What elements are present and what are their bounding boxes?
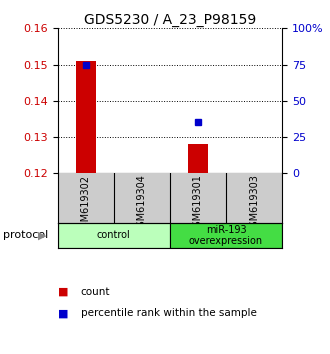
Bar [58,223,170,248]
Bar [76,61,96,173]
Text: control: control [97,230,131,240]
Text: GSM619303: GSM619303 [249,175,259,234]
Bar [170,223,282,248]
Text: ■: ■ [58,287,68,297]
Title: GDS5230 / A_23_P98159: GDS5230 / A_23_P98159 [84,13,256,27]
Text: GSM619302: GSM619302 [81,175,91,234]
Text: protocol: protocol [3,230,49,240]
Bar [188,144,208,173]
Text: ■: ■ [58,308,68,318]
Text: GSM619304: GSM619304 [137,175,147,234]
Text: miR-193
overexpression: miR-193 overexpression [189,224,263,246]
Text: ▶: ▶ [38,230,47,240]
Text: count: count [81,287,110,297]
Text: GSM619301: GSM619301 [193,175,203,234]
Text: percentile rank within the sample: percentile rank within the sample [81,308,257,318]
